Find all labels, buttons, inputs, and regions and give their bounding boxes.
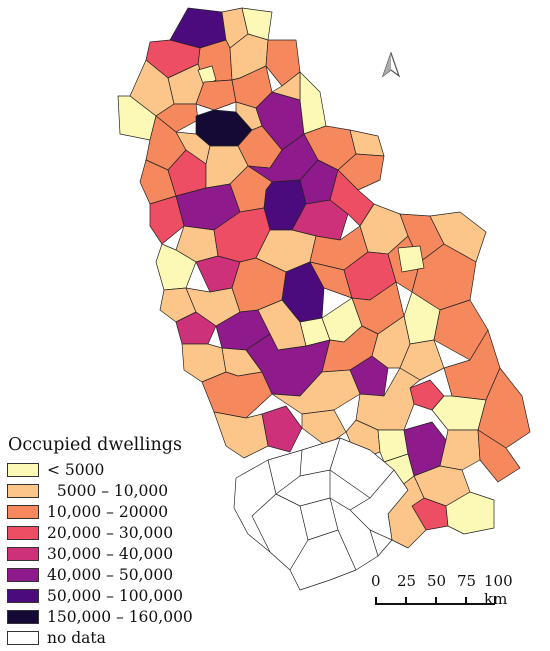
no-data-border xyxy=(369,529,393,541)
legend-swatch xyxy=(7,525,39,540)
municipality xyxy=(149,195,185,245)
legend-swatch xyxy=(7,483,39,498)
legend-label: 5000 – 10,000 xyxy=(47,481,169,500)
legend-label: no data xyxy=(47,628,106,647)
legend-label: 30,000 – 40,000 xyxy=(47,544,174,563)
legend-item: 20,000 – 30,000 xyxy=(7,522,237,543)
legend-swatch xyxy=(7,546,39,561)
municipality xyxy=(195,79,237,111)
legend-title: Occupied dwellings xyxy=(8,435,182,455)
scale-tick xyxy=(465,597,467,604)
legend: Occupied dwellings < 5000 5000 – 10,000 1… xyxy=(7,435,237,648)
scale-label-50: 50 xyxy=(427,572,447,590)
legend-label: 40,000 – 50,000 xyxy=(47,565,174,584)
municipality xyxy=(271,71,301,101)
scale-label-75: 75 xyxy=(457,572,477,590)
municipality xyxy=(397,245,425,273)
municipality xyxy=(299,71,327,135)
municipality xyxy=(201,371,273,419)
municipality xyxy=(445,491,495,535)
legend-label: 20,000 – 30,000 xyxy=(47,523,174,542)
municipality xyxy=(431,395,487,431)
scale-tick xyxy=(435,597,437,604)
scale-tick xyxy=(494,597,496,604)
legend-item: 10,000 – 20000 xyxy=(7,501,237,522)
legend-label: 150,000 – 160,000 xyxy=(47,607,193,626)
legend-swatch xyxy=(7,504,39,519)
municipality xyxy=(477,429,521,483)
legend-item: 5000 – 10,000 xyxy=(7,480,237,501)
no-data-border xyxy=(299,469,371,499)
legend-label: 50,000 – 100,000 xyxy=(47,586,183,605)
no-data-border xyxy=(251,493,277,553)
north-arrow-icon xyxy=(381,52,401,78)
legend-items: < 5000 5000 – 10,000 10,000 – 20000 20,000… xyxy=(7,459,237,648)
municipality xyxy=(175,311,217,345)
municipality xyxy=(197,65,217,87)
scale-tick xyxy=(375,597,377,604)
scale-label-0: 0 xyxy=(371,572,381,590)
legend-label: 10,000 – 20000 xyxy=(47,502,169,521)
legend-item: 30,000 – 40,000 xyxy=(7,543,237,564)
no-data-region xyxy=(233,437,409,591)
municipality xyxy=(439,429,481,471)
legend-item: no data xyxy=(7,627,237,648)
legend-item: < 5000 xyxy=(7,459,237,480)
legend-swatch xyxy=(7,462,39,477)
legend-swatch xyxy=(7,588,39,603)
municipality xyxy=(429,211,487,263)
legend-item: 40,000 – 50,000 xyxy=(7,564,237,585)
legend-swatch xyxy=(7,609,39,624)
scale-tick xyxy=(405,597,407,604)
scale-label-25: 25 xyxy=(397,572,417,590)
municipality xyxy=(213,411,269,459)
legend-swatch xyxy=(7,567,39,582)
legend-swatch xyxy=(7,630,39,645)
no-data-border xyxy=(307,529,339,541)
legend-label: < 5000 xyxy=(47,460,105,479)
legend-item: 50,000 – 100,000 xyxy=(7,585,237,606)
municipality xyxy=(155,103,199,133)
scale-bar: 0 25 50 75 100 km xyxy=(366,572,513,617)
municipality xyxy=(337,153,385,191)
legend-item: 150,000 – 160,000 xyxy=(7,606,237,627)
